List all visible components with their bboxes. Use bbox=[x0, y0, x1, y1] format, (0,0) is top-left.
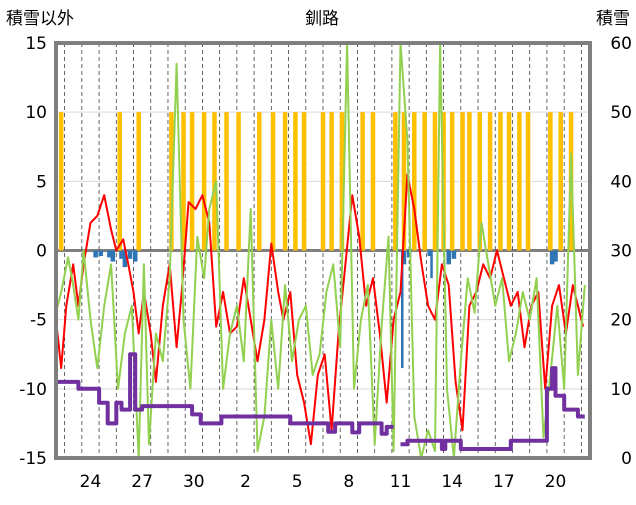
bar-s0-31 bbox=[498, 112, 503, 251]
bar-s0-23 bbox=[422, 112, 427, 251]
bar-s0-1 bbox=[117, 112, 122, 251]
left-tick-label: 15 bbox=[25, 34, 47, 54]
right-tick-label: 50 bbox=[610, 103, 632, 123]
bar-s1-2 bbox=[107, 250, 112, 258]
plot-frame bbox=[54, 41, 592, 460]
bar-s1-7 bbox=[132, 250, 138, 262]
bar-s1-4 bbox=[119, 250, 124, 259]
right-tick-label: 60 bbox=[610, 34, 632, 54]
bar-s0-24 bbox=[432, 112, 438, 251]
bar-s0-18 bbox=[360, 112, 365, 251]
right-tick-label: 20 bbox=[610, 311, 632, 331]
bar-s1-5 bbox=[122, 250, 128, 268]
bar-s1-9 bbox=[406, 250, 412, 258]
x-tick-label: 8 bbox=[343, 472, 354, 492]
x-tick-label: 17 bbox=[493, 472, 515, 492]
bar-s0-36 bbox=[558, 112, 563, 251]
bar-s0-4 bbox=[181, 112, 186, 251]
bar-s0-20 bbox=[393, 112, 398, 251]
x-tick-label: 30 bbox=[183, 472, 205, 492]
bar-s1-6 bbox=[127, 250, 133, 259]
bar-s0-2 bbox=[136, 112, 141, 251]
bar-s0-8 bbox=[224, 112, 229, 251]
x-tick-label: 27 bbox=[131, 472, 153, 492]
right-axis-label: 積雪 bbox=[596, 9, 630, 29]
series-line-5 bbox=[56, 352, 394, 436]
left-tick-label: 10 bbox=[25, 103, 47, 123]
bar-s0-27 bbox=[460, 112, 465, 251]
bar-s0-12 bbox=[282, 112, 288, 251]
bar-s2-1 bbox=[430, 250, 433, 279]
bar-s0-29 bbox=[477, 112, 483, 251]
bar-s0-0 bbox=[58, 112, 64, 251]
x-tick-label: 24 bbox=[80, 472, 102, 492]
bar-s0-34 bbox=[525, 112, 531, 251]
bar-s0-6 bbox=[201, 112, 207, 251]
right-tick-label: 40 bbox=[610, 172, 632, 192]
bar-s0-11 bbox=[270, 112, 276, 251]
bar-s0-33 bbox=[517, 112, 522, 251]
bar-s1-1 bbox=[98, 250, 104, 257]
bar-s0-28 bbox=[467, 112, 472, 251]
bar-s0-15 bbox=[320, 112, 326, 251]
right-tick-label: 10 bbox=[610, 380, 632, 400]
series-line-4 bbox=[55, 42, 586, 459]
x-tick-label: 2 bbox=[240, 472, 251, 492]
bar-s1-11 bbox=[446, 250, 451, 265]
bar-s1-0 bbox=[93, 250, 98, 258]
bar-s0-32 bbox=[506, 112, 512, 251]
left-axis-label: 積雪以外 bbox=[6, 9, 74, 29]
bar-s0-7 bbox=[212, 112, 217, 251]
bar-s0-21 bbox=[401, 112, 407, 251]
left-tick-label: -5 bbox=[30, 311, 47, 331]
bar-s0-13 bbox=[293, 112, 298, 251]
left-tick-label: 5 bbox=[36, 172, 47, 192]
bar-s0-3 bbox=[169, 112, 174, 251]
bar-s0-10 bbox=[257, 112, 262, 251]
bar-s1-12 bbox=[451, 250, 457, 259]
bar-s0-30 bbox=[487, 112, 493, 251]
bar-s1-14 bbox=[553, 250, 558, 262]
bar-s1-13 bbox=[549, 250, 555, 265]
bar-s2-0 bbox=[400, 250, 404, 369]
bar-s0-17 bbox=[339, 112, 345, 251]
right-tick-label: 0 bbox=[621, 449, 632, 469]
bar-s1-3 bbox=[110, 250, 116, 262]
series-line-6 bbox=[400, 366, 585, 451]
right-tick-label: 30 bbox=[610, 242, 632, 262]
bar-s0-22 bbox=[412, 112, 417, 251]
bar-s1-10 bbox=[427, 250, 433, 257]
x-tick-label: 14 bbox=[441, 472, 463, 492]
x-tick-label: 20 bbox=[545, 472, 567, 492]
left-tick-label: -10 bbox=[19, 380, 47, 400]
bar-s0-26 bbox=[449, 112, 455, 251]
bar-s0-5 bbox=[189, 112, 195, 251]
left-tick-label: 0 bbox=[36, 242, 47, 262]
x-tick-label: 11 bbox=[390, 472, 412, 492]
left-tick-label: -15 bbox=[19, 449, 47, 469]
x-tick-label: 5 bbox=[292, 472, 303, 492]
bar-s1-8 bbox=[401, 250, 407, 265]
bar-s0-9 bbox=[236, 112, 241, 251]
chart-title: 釧路 bbox=[305, 9, 339, 29]
bar-s0-19 bbox=[370, 112, 376, 251]
bar-s0-14 bbox=[301, 112, 307, 251]
bar-s0-35 bbox=[548, 112, 553, 251]
bar-s0-16 bbox=[329, 112, 334, 251]
series-layer bbox=[55, 42, 586, 459]
